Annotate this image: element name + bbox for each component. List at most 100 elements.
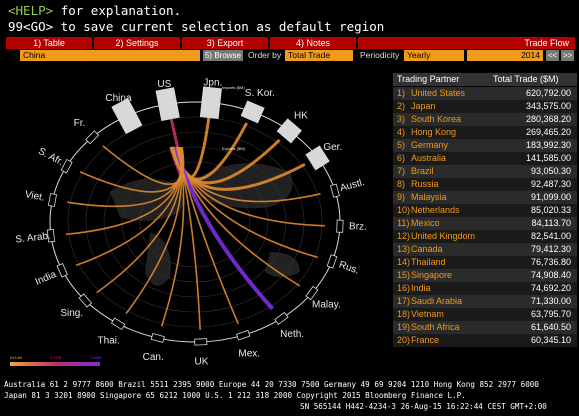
rank: 20) bbox=[397, 335, 411, 345]
help-key: <HELP> bbox=[8, 3, 54, 18]
partner-label: China bbox=[105, 93, 132, 104]
total-trade: 79,412.30 bbox=[530, 244, 571, 254]
total-trade: 85,020.33 bbox=[530, 205, 571, 215]
legend-label: 1.27M bbox=[50, 355, 61, 360]
help-text: for explanation. bbox=[60, 3, 182, 18]
total-trade: 93,050.30 bbox=[530, 166, 571, 176]
header-cell: Trading Partner bbox=[397, 74, 460, 84]
browse-button[interactable]: 5) Browse bbox=[203, 50, 243, 61]
rank: 17) bbox=[397, 296, 411, 306]
partner-label: Malay. bbox=[312, 299, 341, 310]
order-field[interactable]: Total Trade bbox=[285, 50, 353, 61]
rank: 14) bbox=[397, 257, 411, 267]
partner-label: Can. bbox=[143, 352, 164, 363]
segment bbox=[46, 228, 56, 243]
segment bbox=[199, 86, 222, 120]
total-trade: 84,113.70 bbox=[531, 218, 571, 228]
partner-label: Viet. bbox=[24, 189, 46, 203]
total-trade: 343,575.00 bbox=[525, 101, 571, 111]
rank: 12) bbox=[397, 231, 411, 241]
menu-item[interactable]: 4) Notes bbox=[270, 37, 356, 49]
partner: Thailand bbox=[411, 257, 446, 267]
table-row: 6) Australia 141,585.00 bbox=[393, 152, 577, 165]
rank: 1) bbox=[397, 88, 406, 98]
total-trade: 92,487.30 bbox=[530, 179, 571, 189]
prev-button[interactable]: << bbox=[546, 50, 559, 61]
menu-item[interactable]: 2) Settings bbox=[94, 37, 180, 49]
partner-label: S. Afr. bbox=[36, 146, 65, 168]
periodicity-label: Periodicity bbox=[360, 50, 400, 60]
menu-item[interactable]: 1) Table bbox=[6, 37, 92, 49]
table-row: 4) Hong Kong 269,465.20 bbox=[393, 126, 577, 139]
segment bbox=[155, 87, 180, 122]
imports-label: Imports ($M) bbox=[222, 85, 245, 90]
segment bbox=[240, 100, 265, 124]
segment bbox=[194, 338, 208, 346]
next-button[interactable]: >> bbox=[561, 50, 574, 61]
order-label: Order by bbox=[248, 50, 282, 60]
total-trade: 82,541.00 bbox=[530, 231, 571, 241]
table-row: 5) Germany 183,992.30 bbox=[393, 139, 577, 152]
table-row: 1) United States 620,792.00 bbox=[393, 87, 577, 100]
partner-label: Ger. bbox=[323, 142, 342, 153]
total-trade: 76,736.80 bbox=[530, 257, 571, 267]
partner: United Kingdom bbox=[411, 231, 476, 241]
table-row: 17) Saudi Arabia 71,330.00 bbox=[393, 295, 577, 308]
table-row: 2) Japan 343,575.00 bbox=[393, 100, 577, 113]
total-trade: 91,099.00 bbox=[530, 192, 571, 202]
partner-label: Fr. bbox=[74, 118, 86, 129]
table-row: 8) Russia 92,487.30 bbox=[393, 178, 577, 191]
rank: 11) bbox=[397, 218, 410, 228]
menu-item[interactable]: 3) Export bbox=[182, 37, 268, 49]
partner-label: Mex. bbox=[238, 349, 260, 360]
table-row: 14) Thailand 76,736.80 bbox=[393, 256, 577, 269]
rank: 15) bbox=[397, 270, 411, 280]
footer-line: SN 565144 H442-4234-3 26-Aug-15 16:22:44… bbox=[300, 402, 547, 411]
segment bbox=[326, 254, 338, 269]
partner: Malaysia bbox=[411, 192, 447, 202]
rank: 13) bbox=[397, 244, 411, 254]
trade-wheel: China US Jpn. S. Kor. HK Ger. Austl. Brz. Rus. Ma… bbox=[10, 77, 367, 368]
segment bbox=[56, 263, 68, 278]
partner: Hong Kong bbox=[411, 127, 457, 137]
rank: 18) bbox=[397, 309, 411, 319]
year-field[interactable]: 2014 bbox=[467, 50, 543, 61]
segment bbox=[274, 311, 289, 325]
partner: Mexico bbox=[411, 218, 440, 228]
table-row: 12) United Kingdom 82,541.00 bbox=[393, 230, 577, 243]
total-trade: 61,640.50 bbox=[530, 322, 571, 332]
segment bbox=[236, 329, 251, 341]
help-line: <HELP> for explanation. bbox=[8, 3, 181, 18]
partner: Canada bbox=[411, 244, 443, 254]
segment bbox=[111, 98, 143, 135]
partner-label: Thai. bbox=[98, 335, 120, 346]
segment bbox=[85, 130, 100, 145]
rank: 10) bbox=[397, 205, 411, 215]
partner-label: HK bbox=[294, 110, 308, 121]
region-field[interactable]: China bbox=[20, 50, 200, 61]
segment bbox=[47, 193, 57, 207]
table-header: Trading Partner Total Trade ($M) bbox=[393, 73, 577, 86]
partner-label: S. Arab. bbox=[15, 231, 52, 246]
table-row: 16) India 74,692.20 bbox=[393, 282, 577, 295]
legend-bar bbox=[10, 362, 100, 366]
rank: 4) bbox=[397, 127, 406, 137]
legend-label: 845.6k bbox=[10, 355, 22, 360]
partner: Singapore bbox=[411, 270, 453, 280]
footer-line: Japan 81 3 3201 8900 Singapore 65 6212 1… bbox=[4, 391, 466, 400]
table-row: 18) Vietnam 63,795.70 bbox=[393, 308, 577, 321]
periodicity-field[interactable]: Yearly bbox=[404, 50, 464, 61]
partner-label: S. Kor. bbox=[245, 88, 275, 99]
segment bbox=[60, 158, 73, 174]
partner-label: Sing. bbox=[60, 308, 83, 319]
partner: India bbox=[411, 283, 431, 293]
total-trade: 183,992.30 bbox=[525, 140, 571, 150]
table-row: 7) Brazil 93,050.30 bbox=[393, 165, 577, 178]
rank: 6) bbox=[397, 153, 406, 163]
partner-label: US bbox=[157, 79, 171, 90]
partner: Saudi Arabia bbox=[411, 296, 463, 306]
table-row: 13) Canada 79,412.30 bbox=[393, 243, 577, 256]
ring bbox=[139, 176, 251, 268]
total-trade: 620,792.00 bbox=[525, 88, 571, 98]
